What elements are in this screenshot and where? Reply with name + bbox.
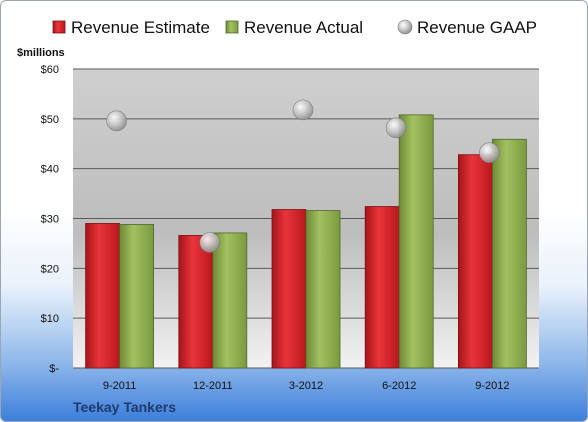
y-tick-label: $30	[41, 214, 59, 226]
marker-revenue-gaap	[385, 117, 407, 139]
x-tick-label: 6-2012	[382, 380, 416, 392]
legend-swatch	[397, 19, 413, 35]
bar-revenue-actual	[119, 224, 154, 369]
y-tick-label: $-	[49, 363, 59, 375]
legend-swatch	[225, 20, 239, 34]
legend-label: Revenue Estimate	[71, 18, 210, 37]
legend-swatch	[52, 20, 66, 34]
company-name: Teekay Tankers	[73, 399, 176, 415]
marker-revenue-gaap	[479, 142, 500, 164]
bar-revenue-estimate	[364, 206, 400, 369]
bar-revenue-estimate	[457, 154, 493, 369]
bar-revenue-actual	[398, 114, 434, 369]
y-axis-unit-label: $millions	[17, 47, 65, 59]
marker-revenue-gaap	[292, 99, 314, 121]
legend-label: Revenue Actual	[244, 18, 363, 37]
y-tick-label: $60	[41, 64, 59, 76]
y-axis-ticks: $- $10 $20 $30 $40 $50 $60	[41, 64, 60, 375]
x-tick-label: 9-2011	[103, 380, 136, 392]
bar-revenue-actual	[305, 210, 341, 369]
legend-label: Revenue GAAP	[417, 18, 537, 37]
marker-revenue-gaap	[199, 232, 221, 253]
bar-revenue-actual	[212, 232, 248, 369]
bar-revenue-estimate	[85, 223, 120, 369]
y-tick-label: $20	[41, 263, 59, 275]
y-tick-label: $40	[41, 164, 59, 176]
bars	[85, 114, 527, 369]
marker-revenue-gaap	[106, 110, 127, 132]
x-tick-label: 3-2012	[289, 380, 323, 392]
bar-revenue-actual	[491, 138, 527, 369]
x-tick-label: 9-2012	[475, 380, 509, 392]
x-tick-label: 12-2011	[193, 380, 233, 392]
gaap-markers	[106, 99, 500, 253]
bar-revenue-estimate	[178, 235, 214, 369]
bar-revenue-estimate	[271, 209, 307, 369]
y-tick-label: $10	[41, 313, 59, 325]
x-axis-ticks: 9-2011 12-2011 3-2012 6-2012 9-2012	[103, 380, 510, 392]
y-tick-label: $50	[41, 114, 59, 126]
legend: Revenue Estimate Revenue Actual Revenue GA…	[52, 18, 537, 37]
